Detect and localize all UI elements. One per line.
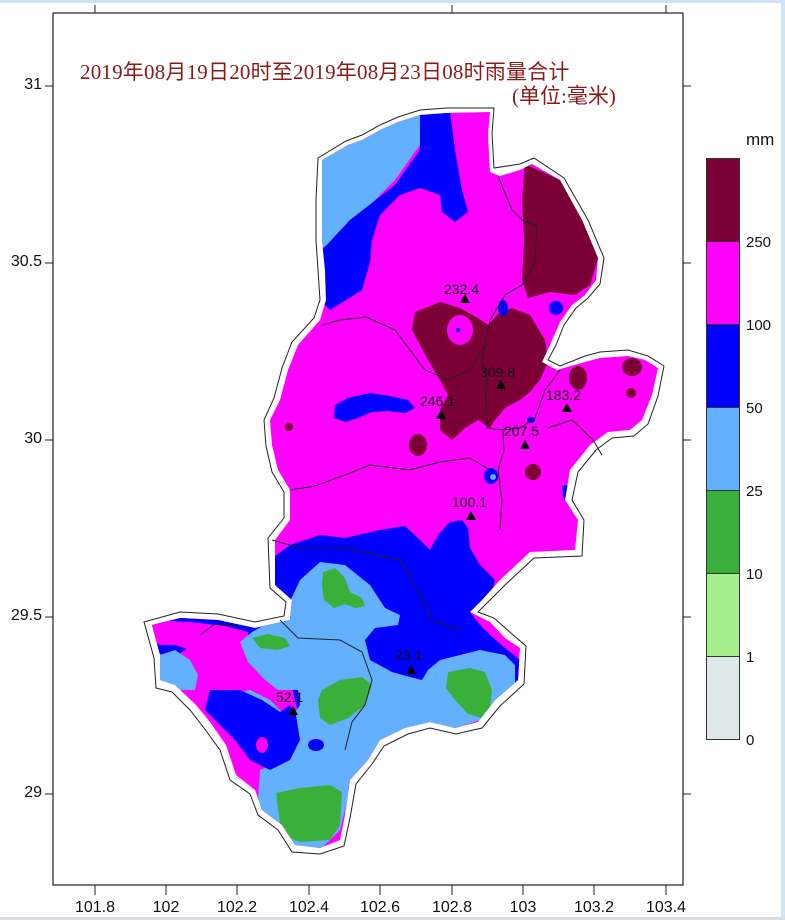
station-label: 23.1 [395,647,423,663]
station-marker-icon [562,403,572,412]
station-label: 52.1 [276,689,304,705]
chart-subtitle-unit: (单位:毫米) [512,84,616,108]
legend-swatch-100-250 [706,241,740,325]
legend-label: 250 [746,234,772,251]
x-tick-label: 102.2 [216,899,258,916]
legend-swatch-10-25 [706,490,740,574]
station-markers [288,294,572,715]
window-bottom-edge [0,917,785,920]
legend-label: 10 [746,566,763,583]
legend-swatch-250-plus [706,158,740,242]
x-tick-label: 102.6 [359,899,401,916]
station-marker-icon [406,665,416,674]
legend-swatch-25-50 [706,407,740,491]
station-marker-icon [466,511,476,520]
x-tick-label: 102.8 [431,899,473,916]
window-top-edge [0,0,785,3]
x-tick-label: 101.8 [74,899,116,916]
y-tick-label: 30 [24,430,42,447]
y-tick-label: 29.5 [10,607,42,624]
station-label: 207.5 [504,423,540,439]
county-boundaries [199,175,603,751]
station-label: 232.4 [444,281,480,297]
legend-label: 100 [746,317,772,334]
station-marker-icon [288,706,298,715]
y-axis-ticks [45,85,691,795]
legend-swatch-1-10 [706,573,740,657]
station-marker-icon [520,440,530,449]
outer-boundary [143,107,665,855]
station-marker-icon [436,410,446,419]
x-tick-label: 102.4 [288,899,330,916]
legend-unit: mm [746,130,775,149]
station-label: 100.1 [452,494,488,510]
x-tick-label: 103.2 [573,899,615,916]
station-marker-icon [460,294,470,303]
x-tick-label: 103.4 [645,899,687,916]
station-marker-icon [496,380,506,389]
window-right-edge [781,0,785,920]
legend-label: 25 [746,483,763,500]
legend-swatch-0-1 [706,656,740,740]
x-axis-ticks [94,5,667,895]
x-tick-label: 102 [152,899,180,916]
legend-label: 1 [746,649,755,666]
station-label: 309.8 [480,364,516,380]
station-label: 246.1 [420,393,456,409]
y-tick-label: 29 [24,784,42,801]
legend-label: 50 [746,400,763,417]
legend-swatch-50-100 [706,324,740,408]
x-tick-label: 103 [509,899,537,916]
y-tick-label: 30.5 [10,253,42,270]
station-label: 183.2 [546,387,582,403]
legend-label: 0 [746,732,755,749]
chart-title: 2019年08月19日20时至2019年08月23日08时雨量合计 [80,60,570,84]
y-tick-label: 31 [24,76,42,93]
